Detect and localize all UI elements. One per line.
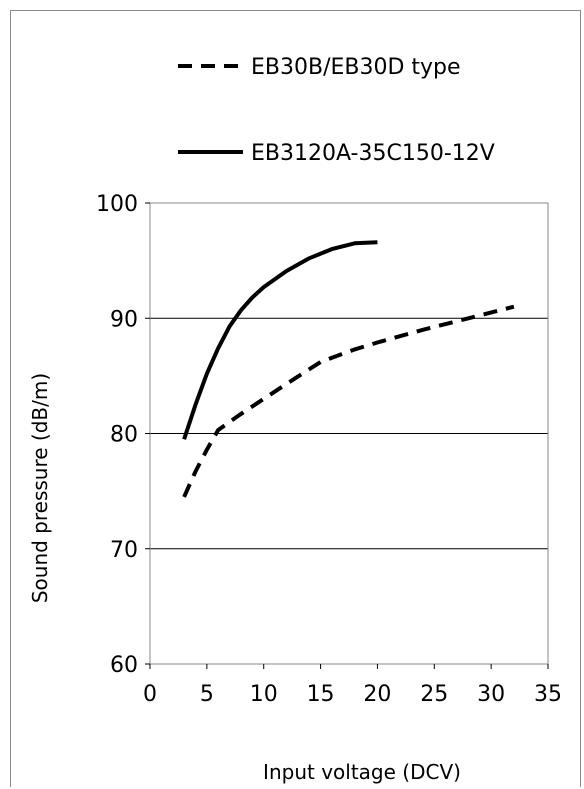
x-tick-label-10: 10	[250, 682, 278, 707]
y-tick-label-90: 90	[110, 307, 138, 332]
legend: EB30B/EB30D type EB3120A-35C150-12V	[178, 55, 495, 166]
x-tick-label-20: 20	[363, 682, 391, 707]
y-tick-label-70: 70	[110, 538, 138, 563]
y-axis-label: Sound pressure (dB/m)	[28, 373, 52, 603]
x-axis-ticks: 0 5 10 15 20 25 30 35	[143, 664, 562, 707]
x-tick-label-5: 5	[200, 682, 214, 707]
x-axis-label: Input voltage (DCV)	[263, 760, 461, 784]
x-tick-label-30: 30	[477, 682, 505, 707]
legend-label-2: EB3120A-35C150-12V	[251, 141, 495, 166]
x-tick-label-25: 25	[420, 682, 448, 707]
chart-frame	[10, 10, 581, 787]
y-axis-ticks: 60 70 80 90 100	[96, 192, 150, 678]
y-tick-label-80: 80	[110, 423, 138, 448]
y-tick-label-100: 100	[96, 192, 138, 217]
x-tick-label-0: 0	[143, 682, 157, 707]
x-tick-label-35: 35	[534, 682, 562, 707]
x-tick-label-15: 15	[307, 682, 335, 707]
legend-label-1: EB30B/EB30D type	[251, 55, 461, 80]
series-layer	[182, 240, 515, 498]
gridlines	[150, 317, 548, 550]
y-tick-label-60: 60	[110, 653, 138, 678]
series-line-2	[182, 240, 378, 440]
series-line-1	[182, 304, 515, 498]
